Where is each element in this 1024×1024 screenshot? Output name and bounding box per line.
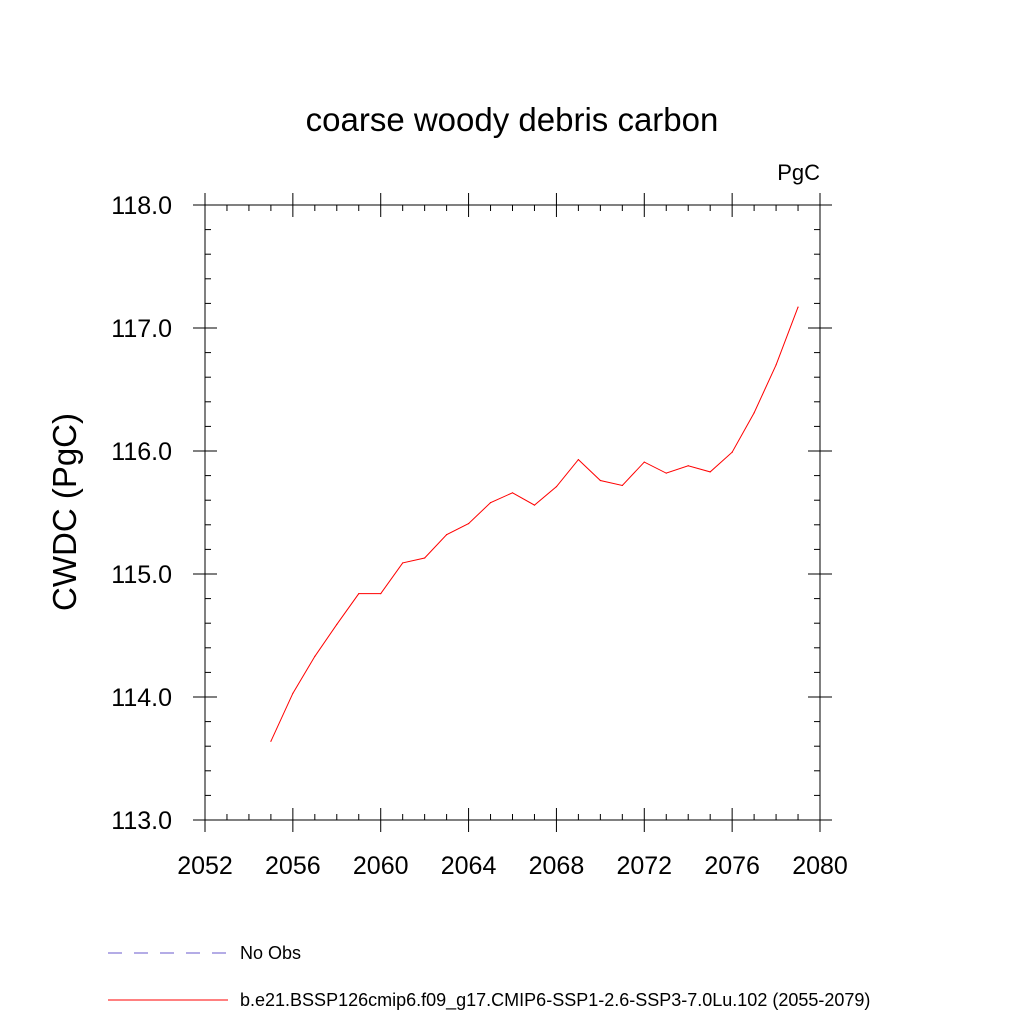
y-tick-label: 113.0 (111, 807, 172, 835)
y-tick-label: 116.0 (111, 438, 172, 466)
data-point (687, 465, 689, 467)
y-tick-label: 115.0 (111, 561, 172, 589)
data-point (270, 740, 272, 742)
data-point (489, 502, 492, 504)
data-point (380, 593, 382, 595)
data-point (753, 412, 755, 414)
data-point (402, 562, 404, 564)
y-tick-label: 114.0 (111, 684, 172, 712)
x-tick-label: 2076 (704, 852, 760, 880)
data-point (599, 479, 601, 482)
x-tick-label: 2064 (441, 852, 497, 880)
x-tick-label: 2080 (792, 852, 848, 880)
data-point (358, 593, 360, 595)
data-point (424, 557, 426, 559)
x-tick-labels: 2052 2056 2060 2064 2068 2072 2076 2080 (177, 852, 848, 880)
units-label: PgC (777, 160, 820, 185)
data-point (292, 692, 294, 694)
data-point (336, 623, 338, 626)
x-tick-label: 2068 (529, 852, 585, 880)
y-tick-labels: 113.0 114.0 115.0 116.0 117.0 118.0 (111, 192, 172, 835)
x-tick-label: 2052 (177, 852, 233, 880)
series-layer (270, 306, 799, 742)
data-point (643, 461, 645, 463)
data-point (446, 534, 448, 536)
y-tick-label: 117.0 (111, 315, 172, 343)
data-point (665, 472, 667, 474)
data-point (731, 451, 733, 453)
data-point (314, 655, 316, 658)
legend-label-model: b.e21.BSSP126cmip6.f09_g17.CMIP6-SSP1-2.… (240, 990, 870, 1011)
data-point (577, 459, 579, 461)
x-tick-label: 2056 (265, 852, 321, 880)
data-point (621, 484, 623, 487)
legend-label-no-obs: No Obs (240, 943, 301, 963)
y-tick-label: 118.0 (111, 192, 172, 220)
data-point (709, 471, 711, 473)
data-point (511, 492, 514, 494)
plot-frame (204, 204, 821, 821)
x-tick-label: 2072 (616, 852, 672, 880)
data-point (775, 364, 777, 366)
chart-title: coarse woody debris carbon (306, 101, 719, 138)
legend: No Obs b.e21.BSSP126cmip6.f09_g17.CMIP6-… (108, 943, 870, 1011)
series-line (270, 306, 799, 742)
data-point (467, 522, 470, 525)
x-tick-label: 2060 (353, 852, 409, 880)
data-point (555, 486, 558, 488)
data-point (533, 504, 536, 506)
minor-ticks (205, 205, 820, 820)
major-ticks (193, 193, 832, 832)
y-axis-label: CWDC (PgC) (46, 413, 83, 611)
data-point (797, 306, 799, 308)
